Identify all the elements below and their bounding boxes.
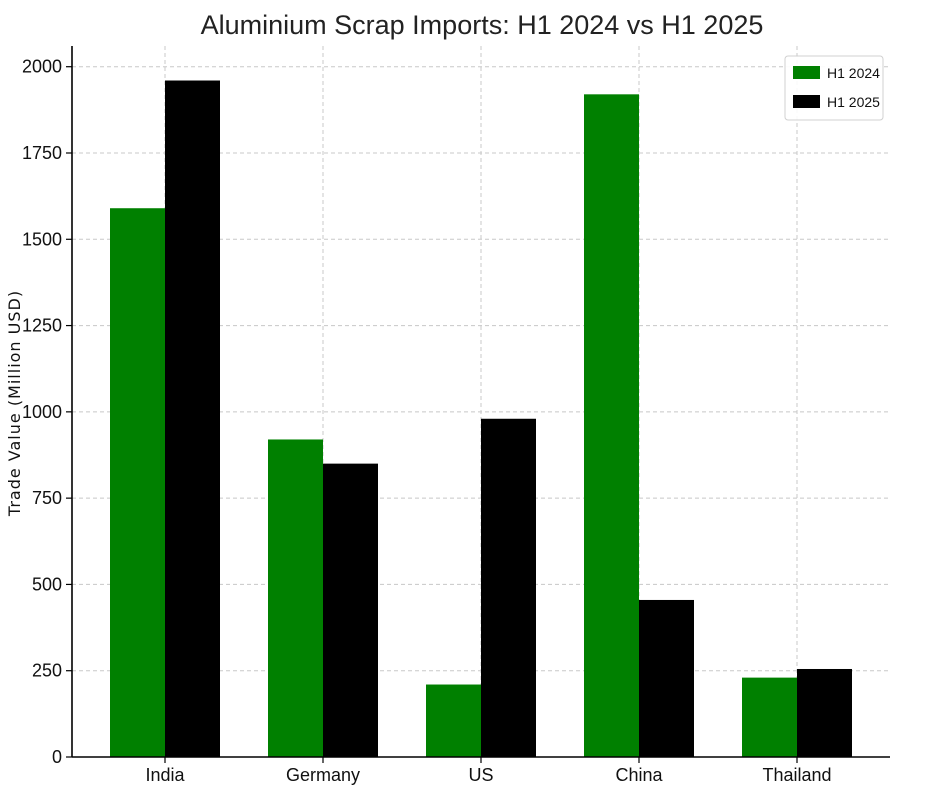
legend-swatch (793, 66, 820, 79)
legend-label: H1 2024 (827, 65, 880, 81)
chart-title: Aluminium Scrap Imports: H1 2024 vs H1 2… (201, 10, 764, 40)
bar-h1-2024-india (110, 208, 165, 757)
legend-label: H1 2025 (827, 94, 880, 110)
y-tick-labels: 0 250 500 750 1000 1250 1500 1750 2000 (22, 57, 62, 767)
y-tick-label: 1750 (22, 143, 62, 163)
bar-h1-2025-china (639, 599, 694, 757)
axes (66, 46, 890, 763)
x-tick-label: Germany (286, 765, 360, 785)
y-axis-label: Trade Value (Million USD) (5, 290, 24, 517)
bar-h1-2024-germany (268, 439, 323, 757)
y-tick-label: 750 (32, 488, 62, 508)
bar-h1-2025-germany (323, 463, 378, 757)
bar-h1-2024-china (584, 94, 639, 758)
x-tick-labels: India Germany US China Thailand (145, 765, 831, 785)
y-tick-label: 2000 (22, 57, 62, 77)
y-tick-label: 0 (52, 747, 62, 767)
x-tick-label: China (615, 765, 663, 785)
y-tick-label: 1000 (22, 402, 62, 422)
y-tick-label: 250 (32, 661, 62, 681)
bar-h1-2024-thailand (742, 677, 797, 757)
bar-h1-2025-thailand (797, 668, 852, 757)
bar-h1-2025-india (165, 80, 220, 757)
legend-swatch (793, 95, 820, 108)
y-tick-label: 1250 (22, 316, 62, 336)
y-tick-label: 500 (32, 574, 62, 594)
bar-h1-2025-us (481, 418, 536, 757)
x-tick-label: Thailand (762, 765, 831, 785)
y-tick-label: 1500 (22, 229, 62, 249)
bar-h1-2024-us (426, 684, 481, 757)
x-tick-label: US (468, 765, 493, 785)
bars (110, 80, 852, 758)
legend: H1 2024 H1 2025 (784, 55, 884, 121)
x-tick-label: India (145, 765, 185, 785)
